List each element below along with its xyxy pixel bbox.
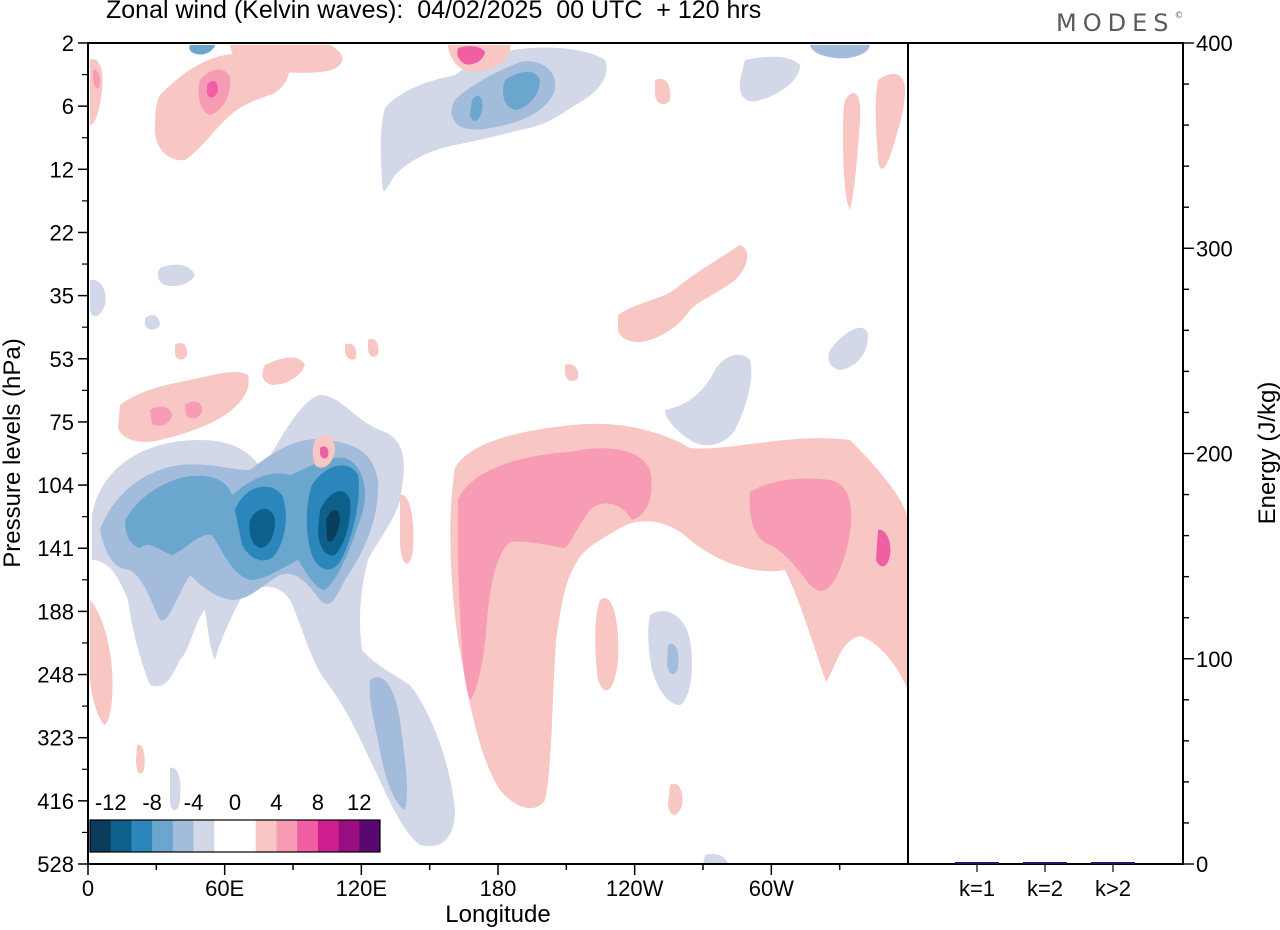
energy-tick-label: 0	[1196, 852, 1208, 877]
lower-positive-anomaly	[400, 423, 908, 809]
colorbar-swatch	[359, 820, 381, 852]
colorbar-label: 8	[312, 790, 324, 815]
y-tick-label: 323	[37, 726, 74, 751]
energy-tick-label: 100	[1196, 647, 1233, 672]
lower-negative-anomaly	[92, 327, 868, 847]
colorbar-label: 4	[270, 790, 282, 815]
y-tick-label: 12	[50, 157, 74, 182]
colorbar-label: 0	[229, 790, 241, 815]
x-tick-label: 60E	[205, 876, 244, 901]
colorbar-swatch	[172, 820, 194, 852]
colorbar-swatch	[90, 820, 112, 852]
energy-bar	[1023, 862, 1067, 864]
energy-axis-label: Energy (J/kg)	[1254, 382, 1280, 525]
energy-category-label: k>2	[1095, 876, 1131, 901]
y-tick-label: 188	[37, 599, 74, 624]
edge-anomalies	[90, 600, 728, 864]
colorbar-swatch	[152, 820, 174, 852]
colorbar-label: -4	[184, 790, 204, 815]
colorbar-label: -12	[95, 790, 127, 815]
x-tick-label: 120E	[336, 876, 387, 901]
x-tick-label: 0	[82, 876, 94, 901]
energy-category-label: k=2	[1027, 876, 1063, 901]
colorbar-swatch	[338, 820, 360, 852]
colorbar-labels: -12 -8 -4 0 4 8 12	[95, 790, 372, 815]
energy-bar	[1091, 862, 1135, 864]
energy-bar	[955, 862, 999, 864]
colorbar-label: -8	[142, 790, 162, 815]
energy-tick-label: 200	[1196, 442, 1233, 467]
energy-category-label: k=1	[959, 876, 995, 901]
contour-field	[90, 45, 908, 864]
x-tick-label: 60W	[749, 876, 794, 901]
y-tick-label: 6	[62, 94, 74, 119]
energy-tick-label: 300	[1196, 236, 1233, 261]
colorbar-swatch	[255, 820, 277, 852]
y-tick-label: 2	[62, 31, 74, 56]
colorbar-swatch	[235, 820, 257, 852]
x-axis-label: Longitude	[445, 901, 550, 928]
y-axis-label: Pressure levels (hPa)	[0, 338, 26, 567]
colorbar	[89, 819, 381, 853]
y-tick-label: 248	[37, 663, 74, 688]
colorbar-swatch	[297, 820, 319, 852]
y-tick-label: 416	[37, 789, 74, 814]
colorbar-swatch	[131, 820, 153, 852]
colorbar-swatch	[317, 820, 339, 852]
y-tick-label: 53	[50, 347, 74, 372]
colorbar-label: 12	[347, 790, 371, 815]
y-tick-label: 22	[50, 220, 74, 245]
energy-bars: k=1 k=2 k>2	[955, 862, 1135, 901]
y-tick-label: 75	[50, 410, 74, 435]
chart-title: Zonal wind (Kelvin waves): 04/02/2025 00…	[106, 0, 762, 24]
y-axis: 2 6 12 22 35 53 75 104 141 188 248 323 416 528	[37, 31, 88, 877]
energy-tick-label: 400	[1196, 31, 1233, 56]
colorbar-swatch	[276, 820, 298, 852]
colorbar-swatch	[214, 820, 236, 852]
upper-anomalies	[90, 45, 905, 210]
modes-logo: MODES©	[1056, 9, 1184, 37]
x-tick-label: 180	[480, 876, 517, 901]
energy-axis: 0 100 200 300 400	[1183, 31, 1233, 877]
energy-panel-frame	[907, 42, 1184, 865]
colorbar-swatch	[193, 820, 215, 852]
colorbar-swatch	[110, 820, 132, 852]
x-axis: 0 60E 120E 180 120W 60W	[82, 864, 841, 901]
colorbar-frame	[89, 819, 381, 853]
y-tick-label: 528	[37, 852, 74, 877]
x-tick-label: 120W	[606, 876, 664, 901]
y-tick-label: 35	[50, 284, 74, 309]
y-tick-label: 104	[37, 473, 74, 498]
y-tick-label: 141	[37, 536, 74, 561]
mid-anomalies	[90, 245, 748, 468]
